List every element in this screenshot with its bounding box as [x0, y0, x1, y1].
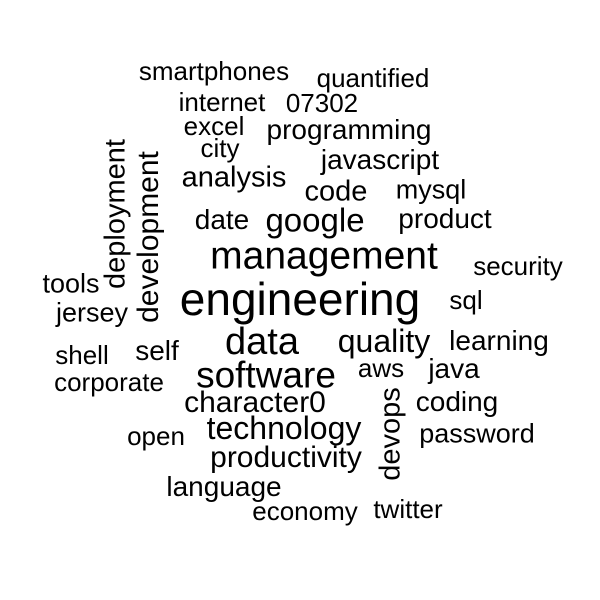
word-character0: character0 [184, 386, 326, 419]
word-corporate: corporate [54, 367, 164, 397]
word-development: development [132, 151, 165, 323]
word-data: data [225, 321, 299, 363]
word-economy: economy [252, 496, 358, 526]
word-analysis: analysis [181, 161, 287, 194]
word-productivity: productivity [210, 441, 362, 474]
word-jersey: jersey [55, 297, 129, 328]
word-software: software [196, 354, 336, 396]
word-sql: sql [449, 285, 483, 315]
word-engineering: engineering [179, 273, 421, 325]
word-product: product [398, 203, 492, 234]
word-city: city [200, 133, 240, 163]
word-java: java [428, 353, 480, 384]
word-code: code [304, 175, 368, 208]
word-programming: programming [266, 114, 432, 145]
word-deployment: deployment [99, 139, 132, 289]
word-quality: quality [337, 323, 431, 359]
word-security: security [473, 251, 563, 281]
word-self: self [135, 335, 179, 366]
word-open: open [127, 421, 185, 451]
word-twitter: twitter [373, 494, 443, 524]
word-javascript: javascript [320, 144, 440, 175]
word-excel: excel [183, 111, 245, 141]
word-language: language [166, 471, 282, 502]
word-password: password [419, 418, 535, 449]
word-learning: learning [449, 325, 549, 356]
word-07302: 07302 [285, 88, 359, 118]
word-devops: devops [374, 387, 407, 481]
word-shell: shell [55, 340, 109, 370]
word-coding: coding [415, 386, 499, 417]
word-aws: aws [357, 353, 405, 383]
word-mysql: mysql [395, 174, 467, 205]
word-tools: tools [42, 268, 100, 299]
word-google: google [265, 201, 365, 239]
word-quantified: quantified [316, 63, 430, 93]
word-internet: internet [178, 87, 266, 117]
word-technology: technology [206, 410, 362, 446]
word-smartphones: smartphones [138, 56, 290, 86]
word-management: management [210, 234, 438, 278]
word-date: date [194, 204, 250, 235]
